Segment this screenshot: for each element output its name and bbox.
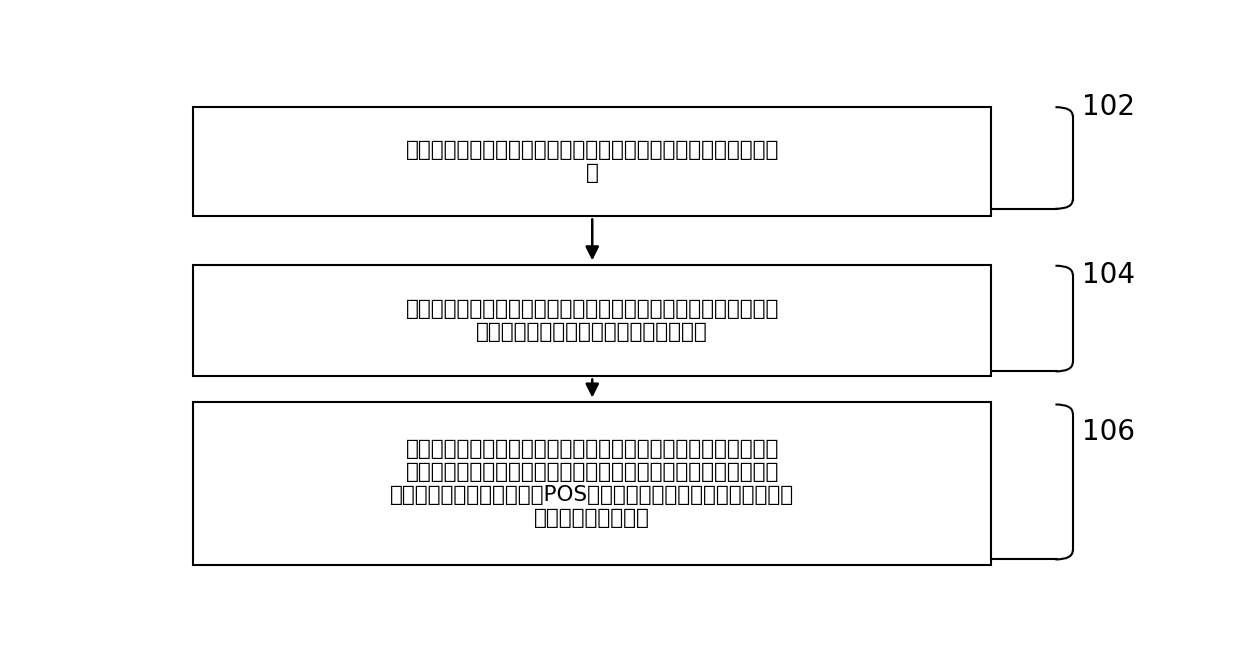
- Text: 104: 104: [1083, 261, 1136, 289]
- Text: 建立六自由度挠曲形变测量网络，并将横截面垂线定义为微段纵轴: 建立六自由度挠曲形变测量网络，并将横截面垂线定义为微段纵轴: [405, 141, 779, 160]
- Text: 通过六自由度挠曲形变解算方法，计算由多种操作引起的主系统载: 通过六自由度挠曲形变解算方法，计算由多种操作引起的主系统载: [405, 299, 779, 319]
- FancyBboxPatch shape: [193, 402, 991, 564]
- Text: 挠曲形变姿态补偿的分布式POS姿态量测方程以及基于挠曲形变位置: 挠曲形变姿态补偿的分布式POS姿态量测方程以及基于挠曲形变位置: [391, 484, 795, 505]
- Text: 通过六自由度挠曲形变测量网络输出的主系统载体坐标系下三维形: 通过六自由度挠曲形变测量网络输出的主系统载体坐标系下三维形: [405, 439, 779, 459]
- Text: 102: 102: [1083, 93, 1136, 121]
- Text: 体坐标系下三维形变位移以及三维形变角: 体坐标系下三维形变位移以及三维形变角: [476, 322, 708, 342]
- FancyBboxPatch shape: [193, 265, 991, 376]
- Text: 补偿的位置量测方程: 补偿的位置量测方程: [534, 508, 650, 527]
- Text: 变位移以及三维形变角，并通过姿态与位置的匹配方式，建立基于: 变位移以及三维形变角，并通过姿态与位置的匹配方式，建立基于: [405, 462, 779, 482]
- Text: 106: 106: [1083, 418, 1136, 446]
- Text: 线: 线: [585, 163, 599, 183]
- FancyBboxPatch shape: [193, 107, 991, 216]
